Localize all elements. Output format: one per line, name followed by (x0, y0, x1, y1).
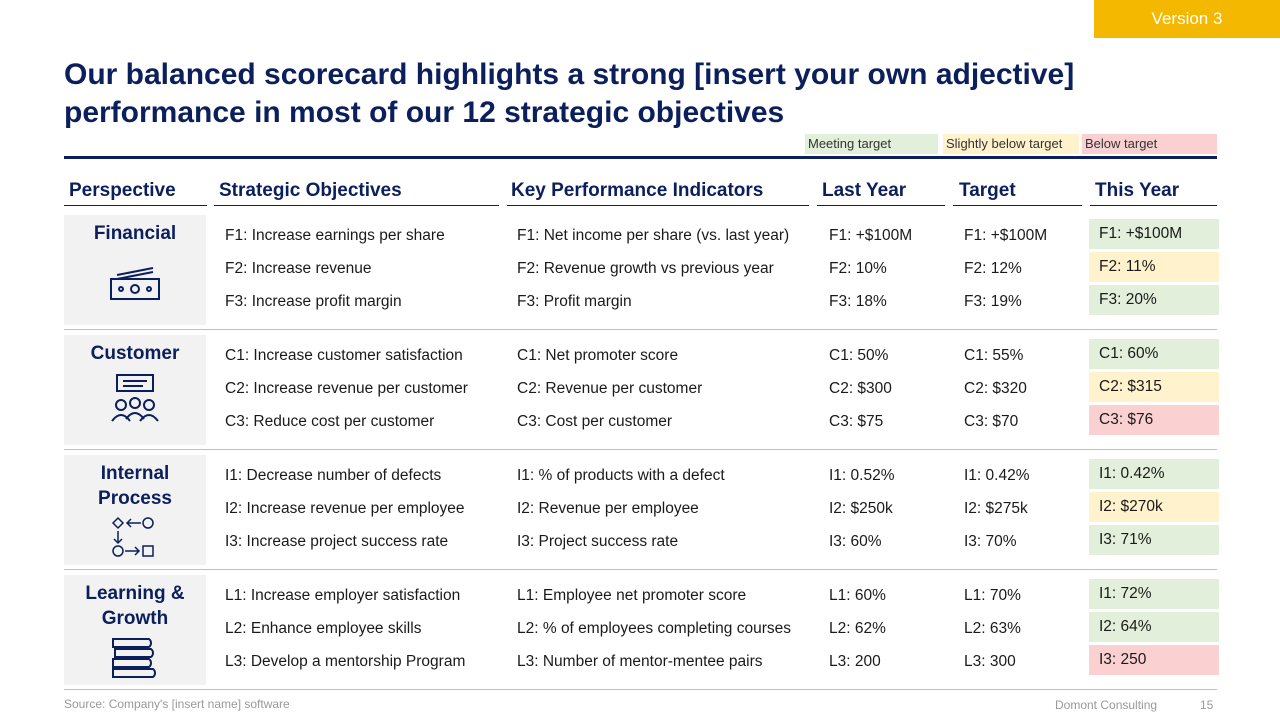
this-year: I2: $270k (1089, 492, 1219, 522)
kpi: F1: Net income per share (vs. last year) (517, 227, 790, 244)
perspective-box: Financial (64, 215, 206, 325)
last-year: I3: 60% (829, 533, 882, 550)
legend-item: Slightly below target (943, 134, 1079, 154)
last-year: I1: 0.52% (829, 467, 895, 484)
header-rule (507, 205, 809, 206)
header-rule (953, 205, 1082, 206)
perspective-icon (107, 373, 163, 434)
section-rule (64, 689, 1217, 690)
objective: L1: Increase employer satisfaction (225, 587, 461, 604)
this-year: C2: $315 (1089, 372, 1219, 402)
perspective-icon (107, 633, 163, 684)
target: C2: $320 (964, 380, 1027, 397)
column-header: This Year (1095, 180, 1180, 201)
target: I1: 0.42% (964, 467, 1030, 484)
header-rule (817, 205, 945, 206)
title-line: Our balanced scorecard highlights a stro… (64, 58, 1075, 91)
objective: F2: Increase revenue (225, 260, 372, 277)
kpi: I2: Revenue per employee (517, 500, 699, 517)
perspective-box: Internal Process (64, 455, 206, 565)
last-year: C3: $75 (829, 413, 884, 430)
target: L3: 300 (964, 653, 1016, 670)
perspective-name: Customer (90, 343, 180, 364)
objective: L2: Enhance employee skills (225, 620, 422, 637)
kpi: C1: Net promoter score (517, 347, 679, 364)
footer-company: Domont Consulting (1055, 698, 1158, 712)
kpi: L2: % of employees completing courses (517, 620, 791, 637)
kpi: F2: Revenue growth vs previous year (517, 260, 774, 277)
perspective-icon (107, 263, 163, 312)
target: F3: 19% (964, 293, 1022, 310)
last-year: L2: 62% (829, 620, 886, 637)
perspective-icon (107, 513, 163, 566)
target: F1: +$100M (964, 227, 1048, 244)
objective: C2: Increase revenue per customer (225, 380, 468, 397)
perspective-name: Learning & Growth (85, 583, 185, 629)
last-year: F2: 10% (829, 260, 887, 277)
header-rule (64, 205, 207, 206)
column-header: Perspective (69, 180, 176, 201)
objective: L3: Develop a mentorship Program (225, 653, 466, 670)
target: I3: 70% (964, 533, 1017, 550)
perspective-name: Financial (93, 223, 177, 244)
last-year: F1: +$100M (829, 227, 913, 244)
this-year: C3: $76 (1089, 405, 1219, 435)
objective: C3: Reduce cost per customer (225, 413, 435, 430)
objective: C1: Increase customer satisfaction (225, 347, 463, 364)
header-rule (214, 205, 499, 206)
objective: F3: Increase profit margin (225, 293, 402, 310)
objective: I1: Decrease number of defects (225, 467, 442, 484)
this-year: C1: 60% (1089, 339, 1219, 369)
this-year: F3: 20% (1089, 285, 1219, 315)
target: C3: $70 (964, 413, 1019, 430)
target: F2: 12% (964, 260, 1022, 277)
perspective-box: Learning & Growth (64, 575, 206, 685)
section-rule (64, 569, 1217, 570)
this-year: I3: 250 (1089, 645, 1219, 675)
header-rule (1090, 205, 1217, 206)
footer-source: Source: Company's [insert name] software (64, 697, 290, 711)
kpi: C2: Revenue per customer (517, 380, 703, 397)
kpi: C3: Cost per customer (517, 413, 673, 430)
target: L2: 63% (964, 620, 1021, 637)
target: I2: $275k (964, 500, 1028, 517)
objective: I3: Increase project success rate (225, 533, 449, 550)
this-year: F1: +$100M (1089, 219, 1219, 249)
legend-item: Below target (1082, 134, 1217, 154)
section-rule (64, 449, 1217, 450)
this-year: I1: 0.42% (1089, 459, 1219, 489)
last-year: C2: $300 (829, 380, 892, 397)
objective: F1: Increase earnings per share (225, 227, 445, 244)
last-year: L1: 60% (829, 587, 886, 604)
target: L1: 70% (964, 587, 1021, 604)
kpi: F3: Profit margin (517, 293, 632, 310)
section-rule (64, 329, 1217, 330)
this-year: I1: 72% (1089, 579, 1219, 609)
this-year: I2: 64% (1089, 612, 1219, 642)
page-number: 15 (1200, 698, 1214, 712)
target: C1: 55% (964, 347, 1024, 364)
perspective-box: Customer (64, 335, 206, 445)
objective: I2: Increase revenue per employee (225, 500, 465, 517)
last-year: F3: 18% (829, 293, 887, 310)
this-year: I3: 71% (1089, 525, 1219, 555)
this-year: F2: 11% (1089, 252, 1219, 282)
legend-item: Meeting target (805, 134, 938, 154)
kpi: L1: Employee net promoter score (517, 587, 747, 604)
column-header: Last Year (822, 180, 907, 201)
last-year: C1: 50% (829, 347, 889, 364)
column-header: Target (959, 180, 1016, 201)
version-tag: Version 3 (1094, 0, 1280, 38)
title-line: performance in most of our 12 strategic … (64, 96, 785, 129)
kpi: L3: Number of mentor-mentee pairs (517, 653, 763, 670)
last-year: L3: 200 (829, 653, 881, 670)
column-header: Strategic Objectives (219, 180, 402, 201)
column-header: Key Performance Indicators (511, 180, 764, 201)
last-year: I2: $250k (829, 500, 893, 517)
kpi: I1: % of products with a defect (517, 467, 725, 484)
kpi: I3: Project success rate (517, 533, 679, 550)
perspective-name: Internal Process (98, 463, 172, 509)
title-rule (64, 156, 1217, 159)
